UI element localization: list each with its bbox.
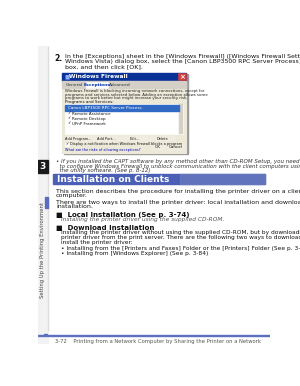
Text: programs and services selected below. Adding an exception allows some: programs and services selected below. Ad… [65, 93, 208, 96]
Text: Edit...: Edit... [129, 137, 140, 141]
Text: OK: OK [155, 145, 161, 149]
Text: ■  Download Installation: ■ Download Installation [56, 225, 154, 231]
Text: ■  Local Installation (See p. 3-74): ■ Local Installation (See p. 3-74) [56, 212, 190, 218]
Text: to configure Windows Firewall to unblock communication with the client computers: to configure Windows Firewall to unblock… [56, 164, 300, 169]
Text: 3-72    Printing from a Network Computer by Sharing the Printer on a Network: 3-72 Printing from a Network Computer by… [55, 339, 260, 344]
Text: This section describes the procedure for installing the printer driver on a clie: This section describes the procedure for… [56, 189, 300, 194]
Text: UPnP Framework: UPnP Framework [72, 122, 105, 125]
Text: Remote Desktop: Remote Desktop [72, 117, 105, 120]
Text: programs to work better but might increase your security risk.: programs to work better but might increa… [65, 96, 188, 100]
Text: Remote Assistance: Remote Assistance [72, 112, 110, 115]
Text: printer driver from the print server. There are the following two ways to downlo: printer driver from the print server. Th… [61, 235, 300, 240]
Bar [67, 117, 70, 120]
Bar [149, 136, 176, 141]
Bar [86, 82, 108, 88]
Text: Programs and Services:: Programs and Services: [65, 100, 114, 104]
Bar [67, 112, 70, 115]
Text: Add Program...: Add Program... [65, 137, 92, 141]
Bar [64, 74, 188, 154]
Text: Add Port...: Add Port... [97, 137, 116, 141]
Text: Installing the printer driver without using the supplied CD-ROM, but by download: Installing the printer driver without us… [61, 230, 300, 235]
Text: installation.: installation. [56, 204, 93, 209]
Text: Advanced: Advanced [109, 83, 130, 87]
Bar [121, 136, 148, 141]
Bar [167, 144, 184, 150]
Bar [38, 335, 270, 336]
Text: What are the risks of allowing exceptions?: What are the risks of allowing exception… [65, 147, 141, 152]
Text: There are two ways to install the printer driver: local installation and downloa: There are two ways to install the printe… [56, 200, 300, 205]
Bar [64, 82, 85, 88]
Bar [65, 105, 178, 111]
Bar [178, 73, 185, 80]
Bar [62, 73, 186, 152]
Bar [65, 136, 92, 141]
Text: Setting Up the Printing Environment: Setting Up the Printing Environment [40, 202, 45, 298]
Text: Delete: Delete [157, 137, 168, 141]
Text: • Installing from [Windows Explorer] (See p. 3-84): • Installing from [Windows Explorer] (Se… [61, 251, 208, 256]
Text: install the printer driver:: install the printer driver: [61, 240, 133, 245]
Bar [53, 174, 266, 184]
Text: computer.: computer. [56, 193, 88, 198]
Bar [38, 160, 48, 173]
Text: Exceptions: Exceptions [84, 83, 111, 87]
Text: Installation on Clients: Installation on Clients [57, 174, 169, 184]
Text: ✓: ✓ [65, 142, 69, 147]
Bar [93, 136, 120, 141]
Bar [62, 81, 186, 88]
Bar [38, 46, 48, 344]
Bar [67, 122, 70, 125]
Text: Cancel: Cancel [169, 145, 182, 149]
Text: ✓: ✓ [67, 117, 70, 120]
Text: box, and then click [OK].: box, and then click [OK]. [65, 65, 143, 70]
Text: ■: ■ [64, 74, 70, 79]
Text: General: General [66, 83, 83, 87]
Bar [45, 197, 48, 208]
Bar [65, 105, 183, 134]
Text: Windows Firewall is blocking incoming network connections, except for: Windows Firewall is blocking incoming ne… [65, 90, 205, 93]
Text: Windows Firewall: Windows Firewall [69, 74, 128, 79]
Bar [65, 143, 68, 146]
Bar [178, 105, 183, 134]
Text: In the [Exceptions] sheet in the [Windows Firewall] ([Windows Firewall Settings]: In the [Exceptions] sheet in the [Window… [65, 54, 300, 59]
Text: Windows Vista) dialog box, select the [Canon LBP3500 RPC Server Process] check: Windows Vista) dialog box, select the [C… [65, 59, 300, 64]
Text: ×: × [179, 74, 184, 80]
Text: 3: 3 [40, 162, 46, 171]
Bar [110, 82, 130, 88]
Bar [151, 144, 165, 150]
Text: Canon LBP3500 RPC Server Process: Canon LBP3500 RPC Server Process [68, 106, 141, 110]
Text: Installing the printer driver using the supplied CD-ROM.: Installing the printer driver using the … [61, 217, 224, 222]
Bar [44, 334, 47, 335]
Bar [180, 174, 266, 184]
Text: 2.: 2. [55, 54, 63, 63]
Text: Display a notification when Windows Firewall blocks a program: Display a notification when Windows Fire… [70, 142, 182, 147]
Text: • If you installed the CAPT software by any method other than CD-ROM Setup, you : • If you installed the CAPT software by … [56, 159, 300, 164]
Text: • Installing from the [Printers and Faxes] Folder or the [Printers] Folder (See : • Installing from the [Printers and Faxe… [61, 246, 300, 251]
Bar [62, 73, 186, 81]
Text: ✓: ✓ [67, 122, 70, 125]
Text: ✓: ✓ [67, 112, 70, 115]
Text: the utility software. (See p. 8-12): the utility software. (See p. 8-12) [56, 168, 151, 173]
